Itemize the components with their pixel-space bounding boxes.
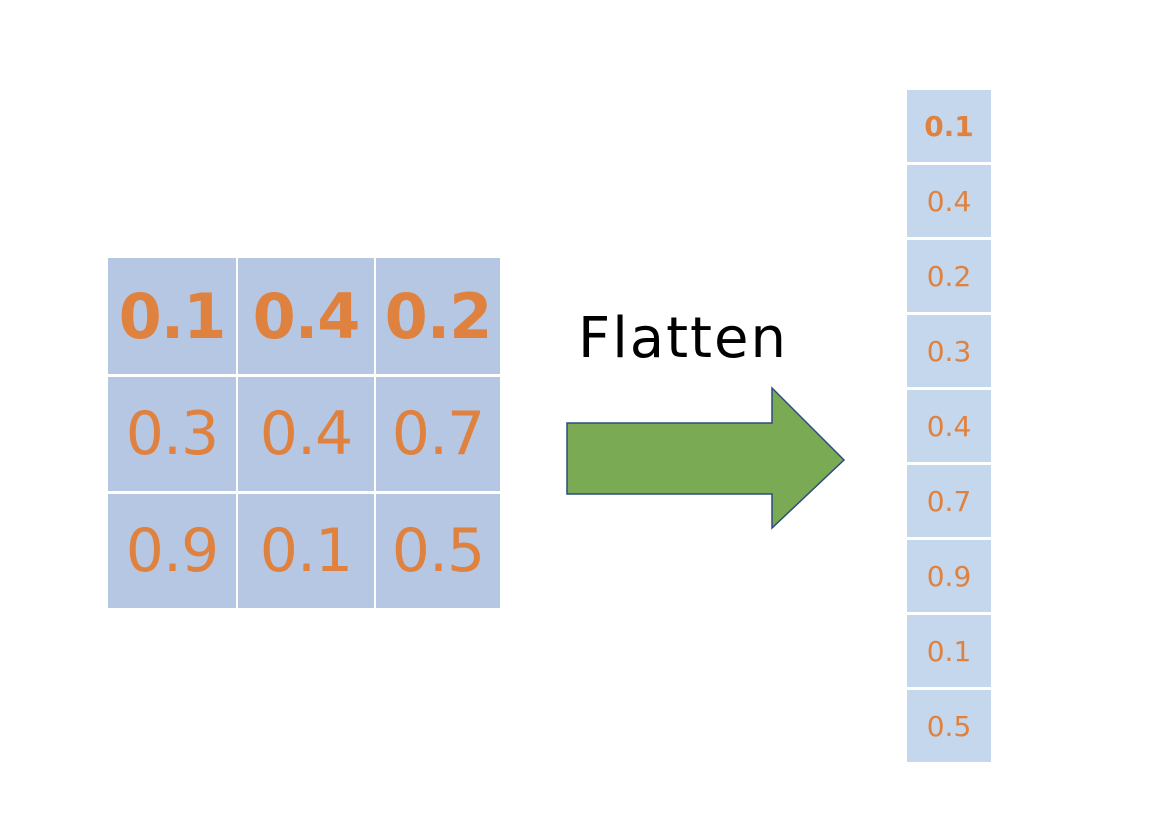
matrix-cell: 0.3 bbox=[108, 377, 236, 491]
matrix-cell: 0.9 bbox=[108, 494, 236, 608]
vector-cell: 0.7 bbox=[907, 465, 991, 537]
vector-cell: 0.4 bbox=[907, 390, 991, 462]
input-matrix: 0.1 0.4 0.2 0.3 0.4 0.7 0.9 0.1 0.5 bbox=[108, 258, 500, 608]
vector-cell: 0.3 bbox=[907, 315, 991, 387]
matrix-cell: 0.1 bbox=[238, 494, 374, 608]
right-arrow-icon bbox=[566, 386, 846, 530]
matrix-cell: 0.5 bbox=[376, 494, 500, 608]
matrix-cell: 0.4 bbox=[238, 377, 374, 491]
matrix-cell: 0.1 bbox=[108, 258, 236, 374]
vector-cell: 0.1 bbox=[907, 615, 991, 687]
vector-cell: 0.2 bbox=[907, 240, 991, 312]
vector-cell: 0.1 bbox=[907, 90, 991, 162]
output-vector: 0.1 0.4 0.2 0.3 0.4 0.7 0.9 0.1 0.5 bbox=[907, 90, 991, 762]
matrix-cell: 0.2 bbox=[376, 258, 500, 374]
vector-cell: 0.5 bbox=[907, 690, 991, 762]
vector-cell: 0.4 bbox=[907, 165, 991, 237]
arrow-shape bbox=[566, 386, 846, 530]
matrix-cell: 0.4 bbox=[238, 258, 374, 374]
flatten-label: Flatten bbox=[578, 306, 788, 371]
vector-cell: 0.9 bbox=[907, 540, 991, 612]
matrix-cell: 0.7 bbox=[376, 377, 500, 491]
